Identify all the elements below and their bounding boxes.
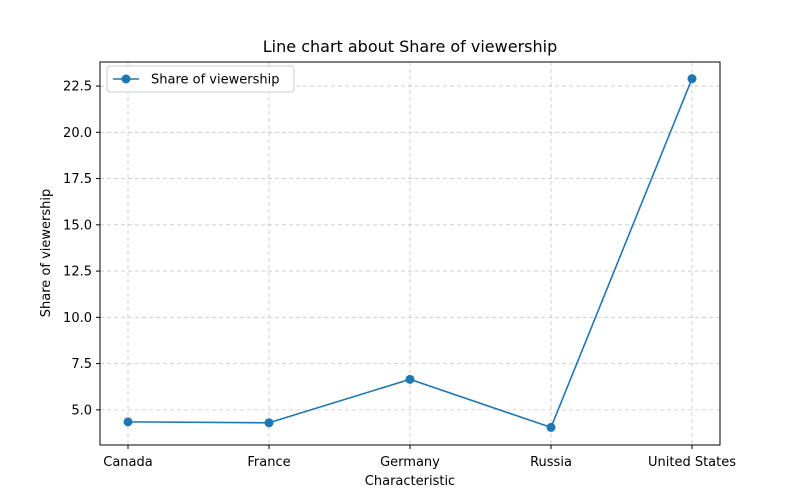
chart-title: Line chart about Share of viewership xyxy=(263,37,557,56)
series-layer xyxy=(123,74,697,432)
y-tick-label: 22.5 xyxy=(63,80,92,95)
x-tick-label: Russia xyxy=(530,455,572,470)
x-tick-label: France xyxy=(247,455,290,470)
y-tick-label: 17.5 xyxy=(63,172,92,187)
legend: Share of viewership xyxy=(106,65,295,93)
y-tick-label: 12.5 xyxy=(63,265,92,280)
data-point xyxy=(405,374,415,384)
x-tick-label: Canada xyxy=(103,455,152,470)
data-point xyxy=(546,422,556,432)
y-tick-label: 5.0 xyxy=(71,403,92,418)
y-tick-label: 15.0 xyxy=(63,218,92,233)
grid-lines xyxy=(100,62,720,445)
x-tick-label: United States xyxy=(648,455,736,470)
y-tick-label: 20.0 xyxy=(63,126,92,141)
y-axis-ticks: 5.0 7.5 10.0 12.5 15.0 17.5 20.0 22.5 xyxy=(63,80,100,418)
x-axis-ticks: Canada France Germany Russia United States xyxy=(103,445,736,470)
legend-marker-swatch xyxy=(121,74,131,84)
legend-box xyxy=(106,65,295,93)
y-tick-label: 10.0 xyxy=(63,311,92,326)
data-point xyxy=(264,418,274,428)
data-point xyxy=(123,417,133,427)
x-axis-label: Characteristic xyxy=(365,474,455,489)
x-tick-label: Germany xyxy=(380,455,440,470)
y-tick-label: 7.5 xyxy=(71,357,92,372)
y-axis-label: Share of viewership xyxy=(39,189,54,317)
legend-label: Share of viewership xyxy=(151,73,279,88)
data-point xyxy=(687,74,697,84)
